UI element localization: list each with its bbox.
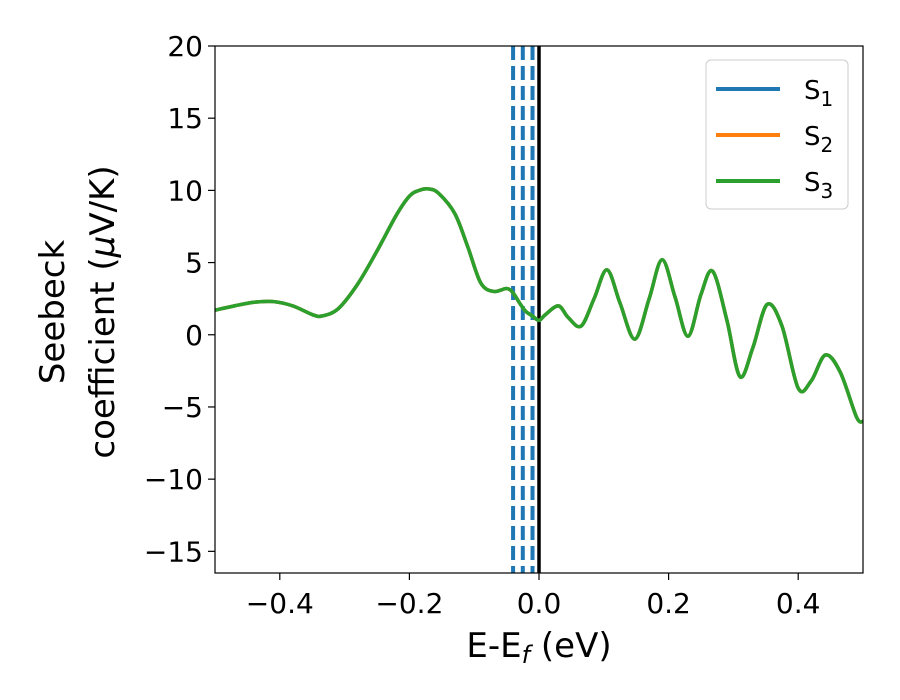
y-tick-label: 15 <box>167 102 203 135</box>
series-lines <box>215 187 863 424</box>
x-tick-label: 0.0 <box>517 587 562 620</box>
y-axis-title-line2: coefficient (μV/K) <box>83 165 123 458</box>
y-tick-label: 5 <box>185 247 203 280</box>
y-axis-title-line1: Seebeck <box>33 240 73 385</box>
x-tick-label: 0.2 <box>646 587 691 620</box>
x-tick-label: 0.4 <box>776 587 821 620</box>
y-axis: −15 −10 −5 0 5 10 15 20 <box>144 30 215 568</box>
x-tick-label: −0.4 <box>246 587 314 620</box>
legend-label-3: S3 <box>804 168 833 203</box>
legend: S1 S2 S3 <box>705 59 849 210</box>
y-tick-label: −10 <box>144 463 203 496</box>
y-tick-label: −15 <box>144 535 203 568</box>
x-tick-label: −0.2 <box>375 587 443 620</box>
y-tick-label: 20 <box>167 30 203 63</box>
y-tick-label: 0 <box>185 319 203 352</box>
y-tick-label: −5 <box>162 391 203 424</box>
series-line-3 <box>215 187 863 424</box>
legend-label-2: S2 <box>804 122 833 157</box>
y-tick-label: 10 <box>167 174 203 207</box>
x-axis-title: E-Ef (eV) <box>466 626 611 669</box>
legend-label-1: S1 <box>804 76 833 111</box>
x-axis: −0.4 −0.2 0.0 0.2 0.4 <box>246 573 821 620</box>
y-axis-title: Seebeck coefficient (μV/K) <box>33 165 123 458</box>
plot-area <box>215 46 863 573</box>
